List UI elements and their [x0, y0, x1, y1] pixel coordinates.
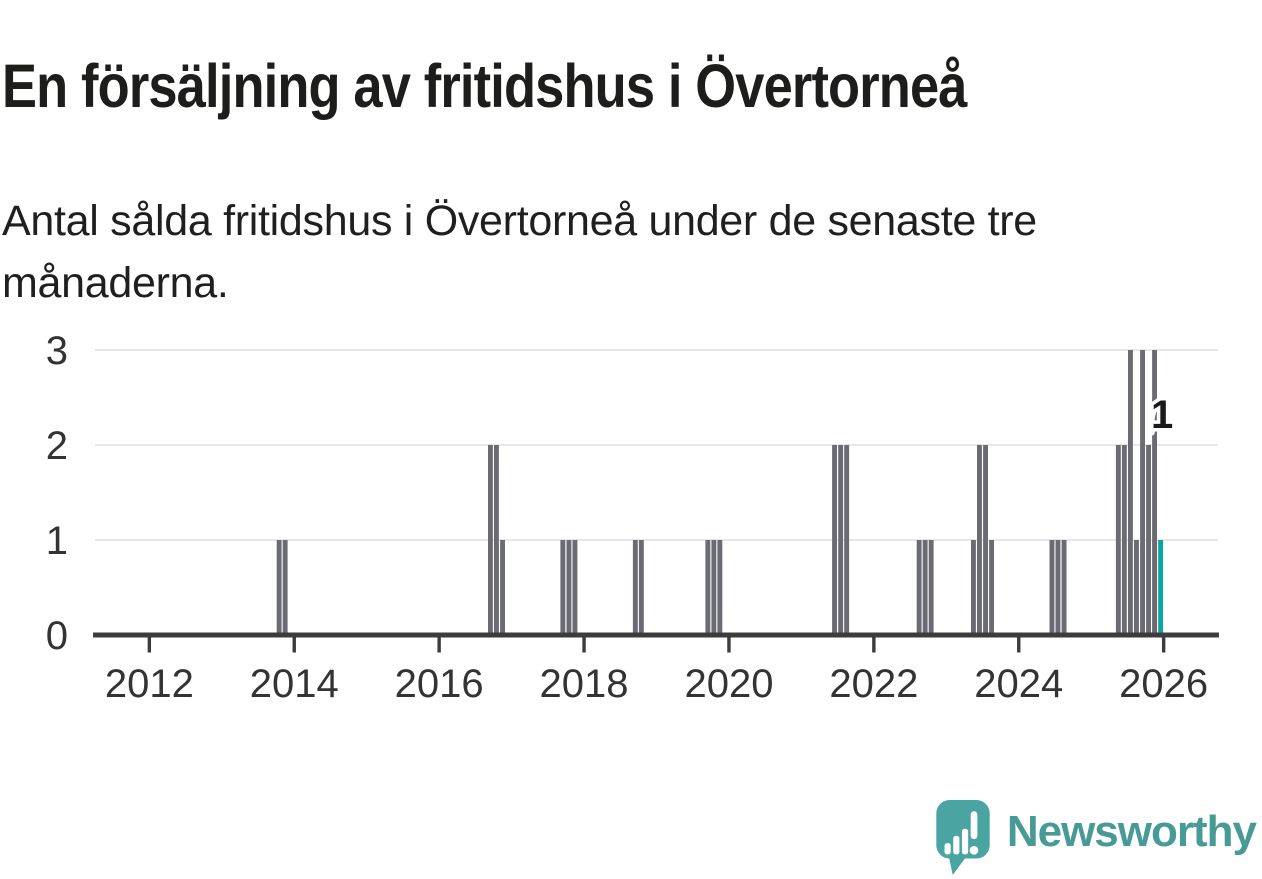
bar-2017-09	[560, 540, 566, 635]
y-tick-label-3: 3	[46, 329, 68, 373]
bar-2013-11	[282, 540, 288, 635]
bar-2023-05	[971, 540, 976, 635]
bar-2025-11	[1152, 350, 1157, 635]
x-tick-2016	[437, 637, 441, 653]
bar-2018-09	[632, 540, 638, 635]
newsworthy-logo: Newsworthy	[936, 800, 1257, 877]
x-tick-label-2020: 2020	[684, 662, 773, 706]
bar-2022-08	[916, 540, 922, 635]
bar-2025-10	[1146, 445, 1151, 635]
x-tick-label-2022: 2022	[829, 662, 918, 706]
bar-2019-11	[717, 540, 723, 635]
bar-2021-06	[832, 445, 837, 635]
x-tick-2012	[147, 637, 152, 653]
x-tick-2022	[872, 637, 876, 653]
x-tick-2020	[727, 637, 731, 653]
bar-2025-12	[1158, 540, 1164, 635]
x-axis-line	[93, 632, 1219, 638]
bar-2017-10	[566, 540, 572, 635]
bar-2017-11	[572, 540, 578, 635]
x-tick-label-2012: 2012	[105, 662, 194, 706]
x-tick-2026	[1161, 637, 1166, 653]
bar-2025-08	[1134, 540, 1139, 635]
axes	[93, 632, 1219, 653]
y-tick-label-2: 2	[46, 424, 68, 468]
y-tick-label-1: 1	[46, 519, 68, 563]
bar-2025-09	[1140, 350, 1145, 635]
bar-2024-08	[1061, 540, 1067, 635]
bar-2025-06	[1121, 445, 1127, 635]
gridlines	[95, 349, 1218, 541]
y-tick-label-0: 0	[46, 614, 68, 658]
x-tick-2018	[582, 637, 586, 653]
bar-2023-07	[983, 445, 988, 635]
bar-2019-10	[711, 540, 717, 635]
bar-2025-05	[1115, 445, 1121, 635]
chart-subtitle: Antal sålda fritidshus i Övertorneå unde…	[2, 197, 1037, 308]
annotation-pointer	[1146, 398, 1162, 436]
brand-wordmark: Newsworthy	[1006, 806, 1257, 856]
bar-2024-07	[1055, 540, 1061, 635]
data-label: 1	[1146, 390, 1177, 441]
bar-2022-09	[922, 540, 928, 635]
x-tick-2024	[1017, 637, 1021, 653]
bar-2013-10	[276, 540, 282, 635]
page-title: En försäljning av fritidshus i Övertorne…	[2, 51, 967, 120]
x-tick-label-2018: 2018	[540, 662, 629, 706]
bar-2018-10	[638, 540, 644, 635]
x-tick-2014	[292, 637, 296, 653]
bar-2023-06	[977, 445, 982, 635]
newsworthy-speech-bubble-bar-chart-icon	[936, 800, 990, 875]
bars	[276, 350, 1164, 635]
x-tick-label-2016: 2016	[395, 662, 484, 706]
annotation-value-label: 1	[1151, 393, 1173, 437]
bar-2022-10	[928, 540, 934, 635]
x-tick-label-2024: 2024	[974, 662, 1063, 706]
bar-2021-07	[838, 445, 844, 635]
x-tick-label-2014: 2014	[250, 662, 339, 706]
bar-2025-07	[1128, 350, 1133, 635]
bar-2016-11	[500, 540, 505, 635]
bar-2016-10	[494, 445, 499, 635]
x-tick-label-2026: 2026	[1119, 662, 1208, 706]
bar-2023-08	[989, 540, 994, 635]
bar-2016-09	[488, 445, 493, 635]
axis-labels: 2012 2014 2016 2018 2020 2022 2024 2026 0 1 2 3	[46, 329, 1208, 706]
bar-2019-09	[705, 540, 711, 635]
bar-2024-06	[1049, 540, 1055, 635]
bar-2021-08	[844, 445, 850, 635]
